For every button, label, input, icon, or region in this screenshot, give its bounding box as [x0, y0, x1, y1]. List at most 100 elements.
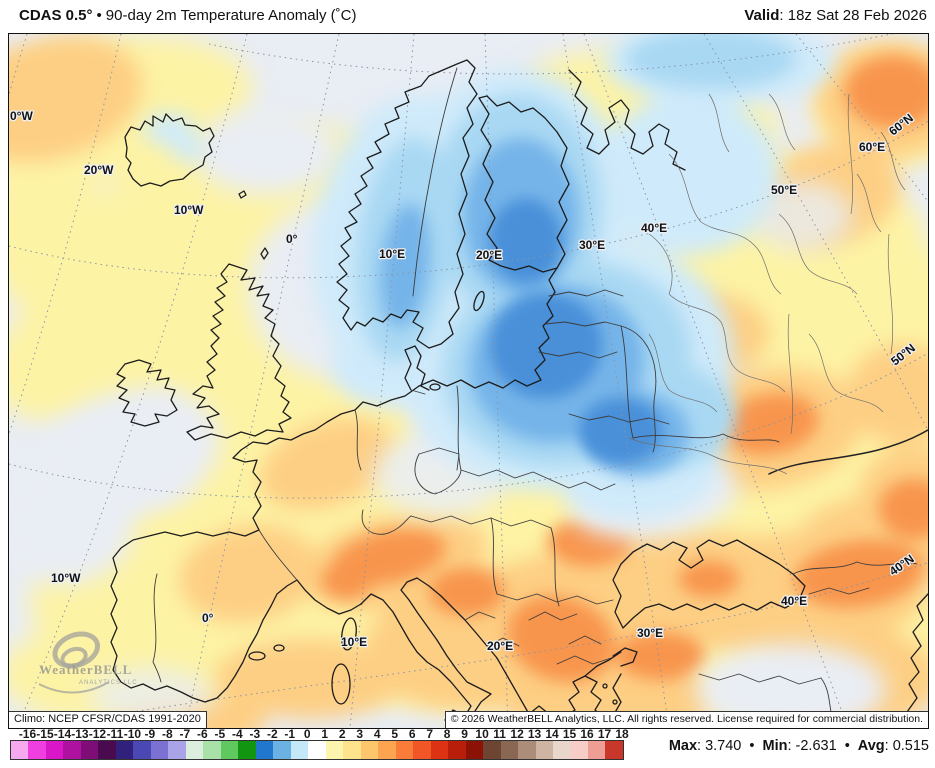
colorbar-cell [343, 741, 361, 759]
graticule [9, 34, 928, 728]
region-borders [628, 93, 906, 475]
graticule-label: 60°E [859, 140, 885, 154]
product-name: CDAS 0.5° [19, 7, 93, 24]
colorbar-cell [238, 741, 256, 759]
graticule-label: 30°E [579, 238, 605, 252]
colorbar-tick: -13 [71, 727, 89, 741]
colorbar-cell [150, 741, 169, 759]
colorbar-tick: 13 [527, 727, 542, 741]
colorbar [10, 740, 624, 760]
colorbar-tick: 11 [493, 727, 506, 741]
colorbar-tick: -15 [36, 727, 54, 741]
colorbar-cell [308, 741, 326, 759]
colorbar-tick: 7 [426, 727, 433, 741]
weather-map: 0°W 20°W 10°W 0° 10°E 20°E 30°E 40°E 50°E 60°E 60°… [8, 33, 929, 729]
colorbar-cell [115, 741, 134, 759]
colorbar-cell [255, 741, 274, 759]
colorbar-tick: 15 [562, 727, 577, 741]
colorbar-ticks: -16 -15 -14 -13 -12 -11 -10 -9 -8 -7 -6 -5 -4 -3 -2 -1 0… [10, 727, 629, 741]
stats-line: Max: 3.740 • Min: -2.631 • Avg: 0.515 [669, 738, 929, 754]
max-label: Max [668, 738, 698, 754]
title-bullet: • [96, 7, 102, 24]
colorbar-cell [133, 741, 151, 759]
colorbar-cell [395, 741, 414, 759]
colorbar-tick: 4 [373, 727, 381, 741]
colorbar-cell [553, 741, 571, 759]
colorbar-cell [360, 741, 379, 759]
colorbar-cell [587, 741, 606, 759]
graticule-label: 0° [202, 611, 214, 625]
colorbar-tick: -16 [18, 727, 37, 741]
colorbar-cell [378, 741, 396, 759]
country-borders [152, 67, 928, 728]
graticule-label: 20°W [84, 163, 114, 177]
colorbar-tick: -7 [179, 727, 191, 741]
colorbar-cell [325, 741, 344, 759]
max-value: : 3.740 [697, 738, 742, 754]
stats-bullet-1: • [749, 738, 755, 754]
colorbar-cell [63, 741, 81, 759]
colorbar-tick: 3 [356, 727, 364, 741]
colorbar-cell [570, 741, 588, 759]
colorbar-cell [605, 741, 623, 759]
graticule-label: 0° [286, 232, 298, 246]
colorbar-cell [483, 741, 501, 759]
colorbar-cell [203, 741, 221, 759]
colorbar-tick: 5 [391, 727, 399, 741]
graticule-label: 0°W [10, 109, 33, 123]
graticule-label: 10°E [341, 635, 367, 649]
colorbar-tick: -12 [88, 727, 107, 741]
colorbar-cell [465, 741, 484, 759]
graticule-label: 50°E [771, 183, 797, 197]
colorbar-tick: 16 [580, 727, 594, 741]
graticule-label: 20°E [487, 639, 513, 653]
anomaly-field: 0°W20°W10°W0°10°E 20°E30°E40°E50°E60°E60°… [9, 34, 928, 728]
page-title: CDAS 0.5° • 90-day 2m Temperature Anomaly … [19, 7, 356, 24]
min-label: Min [762, 738, 788, 754]
weatherbell-logo: WeatherBELL ANALYTICS LLC [38, 631, 138, 694]
valid-value: : 18z Sat 28 Feb 2026 [779, 7, 927, 24]
map-canvas: 0°W20°W10°W0°10°E 20°E30°E40°E50°E60°E60°… [9, 34, 928, 728]
colorbar-tick: -4 [231, 727, 243, 741]
colorbar-cell [518, 741, 536, 759]
colorbar-cell [273, 741, 291, 759]
graticule-label: 10°W [51, 571, 81, 585]
colorbar-cell [220, 741, 239, 759]
colorbar-tick: 14 [545, 727, 559, 741]
colorbar-tick: 12 [510, 727, 524, 741]
colorbar-cell [98, 741, 116, 759]
colorbar-cell [413, 741, 431, 759]
colorbar-tick: 17 [597, 727, 612, 741]
colorbar-tick: -11 [106, 727, 124, 741]
graticule-label: 30°E [637, 626, 663, 640]
colorbar-cell [11, 741, 29, 759]
logo-subtext: ANALYTICS LLC [79, 680, 138, 686]
colorbar-cell [80, 741, 99, 759]
colorbar-tick: -10 [123, 727, 142, 741]
avg-value: : 0.515 [884, 738, 929, 754]
min-value: : -2.631 [787, 738, 837, 754]
colorbar-tick: 18 [615, 727, 629, 741]
colorbar-tick: 1 [321, 727, 329, 741]
colorbar-tick: -6 [196, 727, 208, 741]
climo-attribution: Climo: NCEP CFSR/CDAS 1991-2020 [9, 711, 207, 728]
valid-time: Valid: 18z Sat 28 Feb 2026 [744, 7, 927, 24]
graticule-label: 10°W [174, 203, 204, 217]
graticule-label: 40°E [781, 594, 807, 608]
colorbar-tick: -8 [162, 727, 173, 741]
avg-label: Avg [857, 738, 885, 754]
colorbar-tick: 0 [303, 727, 311, 741]
colorbar-tick: -3 [249, 727, 261, 741]
colorbar-tick: -5 [214, 727, 226, 741]
colorbar-cell [290, 741, 309, 759]
colorbar-cell [45, 741, 64, 759]
valid-label: Valid [744, 7, 780, 24]
colorbar-tick: 2 [338, 727, 346, 741]
colorbar-cell [535, 741, 554, 759]
colorbar-tick: 6 [408, 727, 416, 741]
colorbar-cell [28, 741, 46, 759]
colorbar-tick: 9 [461, 727, 468, 741]
colorbar-cell [500, 741, 519, 759]
graticule-label: 20°E [476, 248, 502, 262]
header-bar: CDAS 0.5° • 90-day 2m Temperature Anomaly … [0, 0, 935, 33]
